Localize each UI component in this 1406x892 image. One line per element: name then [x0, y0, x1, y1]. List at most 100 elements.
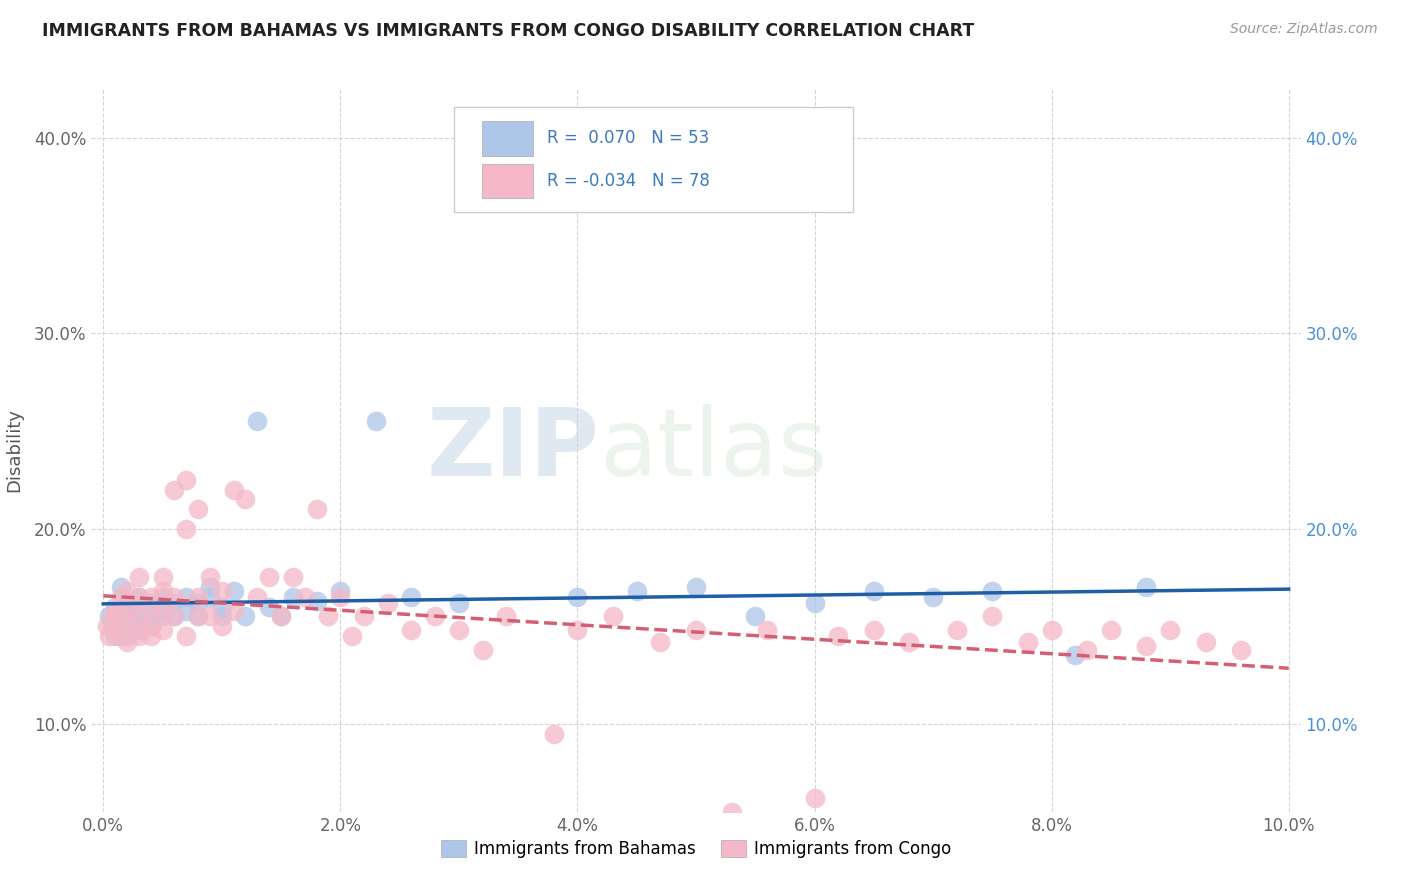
Point [115, 604, 138, 618]
Point [305, 502, 328, 516]
Point [110, 623, 132, 637]
Point [139, 596, 162, 610]
Text: Source: ZipAtlas.com: Source: ZipAtlas.com [1230, 22, 1378, 37]
Point [211, 584, 233, 599]
Point [198, 570, 221, 584]
Point [104, 599, 127, 614]
Point [152, 609, 174, 624]
Point [1159, 623, 1181, 637]
Point [401, 623, 423, 637]
Point [744, 609, 766, 624]
Point [329, 584, 352, 599]
Point [115, 635, 138, 649]
Point [211, 609, 233, 624]
Point [128, 604, 150, 618]
Point [305, 594, 328, 608]
Point [281, 590, 304, 604]
Point [353, 609, 375, 624]
Point [567, 623, 589, 637]
Point [128, 590, 150, 604]
Point [1135, 580, 1157, 594]
Point [139, 619, 162, 633]
Point [922, 590, 945, 604]
Point [98, 629, 121, 643]
Point [318, 609, 340, 624]
Point [543, 726, 565, 740]
Point [139, 604, 162, 618]
Point [152, 570, 174, 584]
Point [163, 596, 186, 610]
Point [107, 609, 129, 624]
Point [567, 590, 589, 604]
Point [110, 580, 132, 594]
Point [1017, 635, 1039, 649]
Point [115, 615, 138, 630]
Bar [482, 164, 533, 198]
Point [270, 609, 292, 624]
Point [329, 590, 352, 604]
Text: IMMIGRANTS FROM BAHAMAS VS IMMIGRANTS FROM CONGO DISABILITY CORRELATION CHART: IMMIGRANTS FROM BAHAMAS VS IMMIGRANTS FR… [42, 22, 974, 40]
Point [128, 590, 150, 604]
Point [104, 604, 127, 618]
Point [425, 609, 447, 624]
Point [1076, 642, 1098, 657]
Point [602, 609, 624, 624]
Point [211, 619, 233, 633]
Point [447, 623, 470, 637]
Point [115, 609, 138, 624]
Point [139, 590, 162, 604]
Text: atlas: atlas [599, 404, 828, 497]
Point [1135, 639, 1157, 653]
Point [198, 609, 221, 624]
Point [626, 584, 648, 599]
Point [115, 584, 138, 599]
Point [1064, 648, 1087, 663]
Y-axis label: Disability: Disability [4, 409, 22, 492]
Point [163, 609, 186, 624]
Point [115, 596, 138, 610]
Point [650, 635, 672, 649]
Point [104, 623, 127, 637]
Point [222, 584, 245, 599]
Point [187, 609, 209, 624]
Point [128, 609, 150, 624]
Point [128, 623, 150, 637]
Point [107, 609, 129, 624]
Point [174, 629, 197, 643]
Point [128, 570, 150, 584]
Point [163, 483, 186, 497]
Point [981, 609, 1004, 624]
Point [110, 629, 132, 643]
Point [187, 596, 209, 610]
Point [152, 604, 174, 618]
Point [222, 604, 245, 618]
Point [110, 590, 132, 604]
Point [163, 590, 186, 604]
Point [104, 629, 127, 643]
Point [174, 590, 197, 604]
Point [139, 609, 162, 624]
Point [198, 590, 221, 604]
Point [294, 590, 316, 604]
Point [898, 635, 921, 649]
Point [246, 414, 269, 428]
Point [174, 522, 197, 536]
Point [101, 619, 124, 633]
Legend: Immigrants from Bahamas, Immigrants from Congo: Immigrants from Bahamas, Immigrants from… [434, 833, 957, 865]
Point [377, 596, 399, 610]
Point [685, 580, 707, 594]
Point [1099, 623, 1122, 637]
Point [1040, 623, 1063, 637]
Point [281, 570, 304, 584]
Point [152, 604, 174, 618]
Point [115, 604, 138, 618]
Point [945, 623, 967, 637]
Bar [482, 120, 533, 155]
Point [128, 609, 150, 624]
Point [174, 473, 197, 487]
Point [495, 609, 517, 624]
Point [720, 805, 742, 819]
Point [101, 609, 124, 624]
Point [211, 599, 233, 614]
Point [685, 623, 707, 637]
